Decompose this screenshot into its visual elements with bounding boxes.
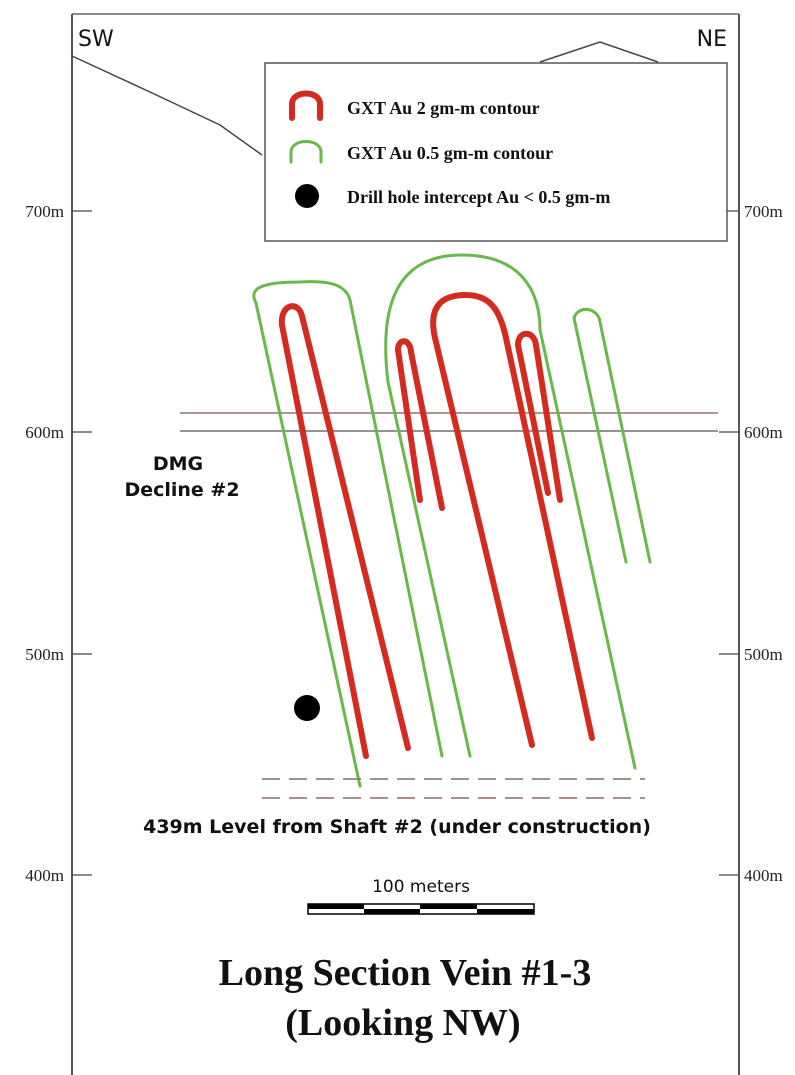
decline-label-line2: Decline #2 [124, 479, 239, 501]
green-contours [252, 253, 652, 788]
elevation-axis-left: 700m 600m 500m 400m [25, 202, 92, 885]
green-contour-2 [384, 253, 637, 770]
scale-bar: 100 meters [307, 877, 535, 915]
green-contour-1 [252, 280, 444, 788]
elevation-axis-right: 700m 600m 500m 400m [719, 202, 783, 885]
level-label: 439m Level from Shaft #2 (under construc… [143, 816, 651, 838]
tick-label-700m-right: 700m [744, 202, 783, 221]
red-contours [278, 292, 595, 759]
black-dot-icon [295, 184, 319, 208]
tick-label-500m-left: 500m [25, 645, 64, 664]
red-arch-icon [289, 90, 323, 121]
scale-bar-label: 100 meters [372, 877, 470, 897]
drill-hole-intercept-dot [294, 695, 320, 721]
tick-label-400m-right: 400m [744, 866, 783, 885]
legend-label-green: GXT Au 0.5 gm-m contour [347, 143, 553, 163]
topography-line-left [71, 55, 263, 156]
green-contour-3-left-leg [572, 316, 628, 564]
legend: GXT Au 2 gm-m contour GXT Au 0.5 gm-m co… [264, 62, 728, 242]
decline-label-line1: DMG [153, 453, 203, 475]
green-contour-3 [572, 308, 652, 564]
tick-label-700m-left: 700m [25, 202, 64, 221]
red-contour-2-left-leg [395, 347, 423, 503]
orientation-sw: SW [78, 27, 114, 52]
legend-label-dot: Drill hole intercept Au < 0.5 gm-m [347, 187, 610, 207]
red-contour-2 [395, 338, 445, 511]
scale-bar-segment [364, 909, 420, 914]
tick-label-500m-right: 500m [744, 645, 783, 664]
legend-label-red: GXT Au 2 gm-m contour [347, 98, 540, 118]
green-arch-icon [289, 140, 323, 164]
tick-label-600m-left: 600m [25, 423, 64, 442]
scale-bar-segment [420, 904, 477, 909]
legend-box [264, 62, 728, 242]
diagram-title-line2: (Looking NW) [285, 1002, 520, 1044]
red-contour-4 [515, 330, 563, 503]
tick-label-600m-right: 600m [744, 423, 783, 442]
green-contour-2-inner-leg [386, 380, 472, 758]
tick-label-400m-left: 400m [25, 866, 64, 885]
red-contour-3 [430, 292, 595, 748]
scale-bar-segment [308, 904, 364, 909]
scale-bar-segment [477, 909, 534, 914]
diagram-title-line1: Long Section Vein #1-3 [219, 952, 592, 994]
orientation-ne: NE [697, 27, 727, 52]
topography-line-right [539, 41, 659, 63]
red-contour-1 [278, 303, 411, 759]
